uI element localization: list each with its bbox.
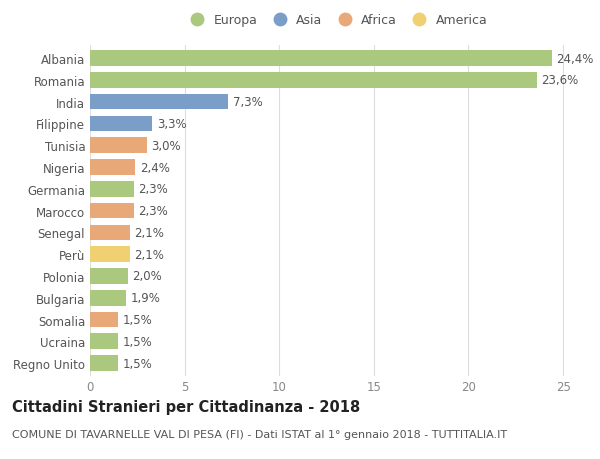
Bar	[90, 269, 128, 284]
Bar	[90, 116, 152, 132]
Bar	[90, 51, 552, 67]
Bar	[90, 225, 130, 241]
Text: Cittadini Stranieri per Cittadinanza - 2018: Cittadini Stranieri per Cittadinanza - 2…	[12, 399, 360, 414]
Text: 24,4%: 24,4%	[556, 52, 594, 66]
Text: 2,3%: 2,3%	[138, 183, 168, 196]
Text: 2,1%: 2,1%	[134, 226, 164, 239]
Bar	[90, 247, 130, 263]
Legend: Europa, Asia, Africa, America: Europa, Asia, Africa, America	[179, 9, 493, 32]
Text: 1,5%: 1,5%	[123, 335, 153, 348]
Text: 7,3%: 7,3%	[233, 96, 263, 109]
Bar	[90, 356, 118, 371]
Text: 23,6%: 23,6%	[541, 74, 578, 87]
Text: 1,5%: 1,5%	[123, 357, 153, 370]
Text: 1,9%: 1,9%	[131, 291, 161, 305]
Bar	[90, 73, 536, 89]
Text: 2,4%: 2,4%	[140, 161, 170, 174]
Text: 2,0%: 2,0%	[133, 270, 163, 283]
Bar	[90, 312, 118, 328]
Text: 1,5%: 1,5%	[123, 313, 153, 326]
Text: 2,1%: 2,1%	[134, 248, 164, 261]
Bar	[90, 160, 136, 175]
Text: COMUNE DI TAVARNELLE VAL DI PESA (FI) - Dati ISTAT al 1° gennaio 2018 - TUTTITAL: COMUNE DI TAVARNELLE VAL DI PESA (FI) - …	[12, 429, 507, 439]
Bar	[90, 334, 118, 349]
Bar	[90, 290, 126, 306]
Bar	[90, 182, 134, 197]
Text: 2,3%: 2,3%	[138, 205, 168, 218]
Bar	[90, 95, 228, 110]
Bar	[90, 203, 134, 219]
Text: 3,0%: 3,0%	[151, 140, 181, 152]
Text: 3,3%: 3,3%	[157, 118, 187, 131]
Bar	[90, 138, 147, 154]
